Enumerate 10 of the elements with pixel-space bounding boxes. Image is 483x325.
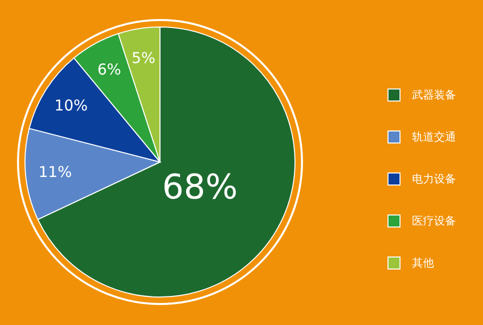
data-label: 11% xyxy=(38,162,72,181)
legend-label: 电力设备 xyxy=(412,172,456,186)
legend-label: 其他 xyxy=(412,256,434,270)
data-label: 6% xyxy=(97,60,122,79)
legend-label: 医疗设备 xyxy=(412,214,456,228)
data-label: 68% xyxy=(162,167,238,208)
data-label: 5% xyxy=(132,48,156,67)
legend-label: 轨道交通 xyxy=(412,130,456,144)
legend-label: 武器装备 xyxy=(412,88,456,102)
data-label: 10% xyxy=(54,96,88,115)
